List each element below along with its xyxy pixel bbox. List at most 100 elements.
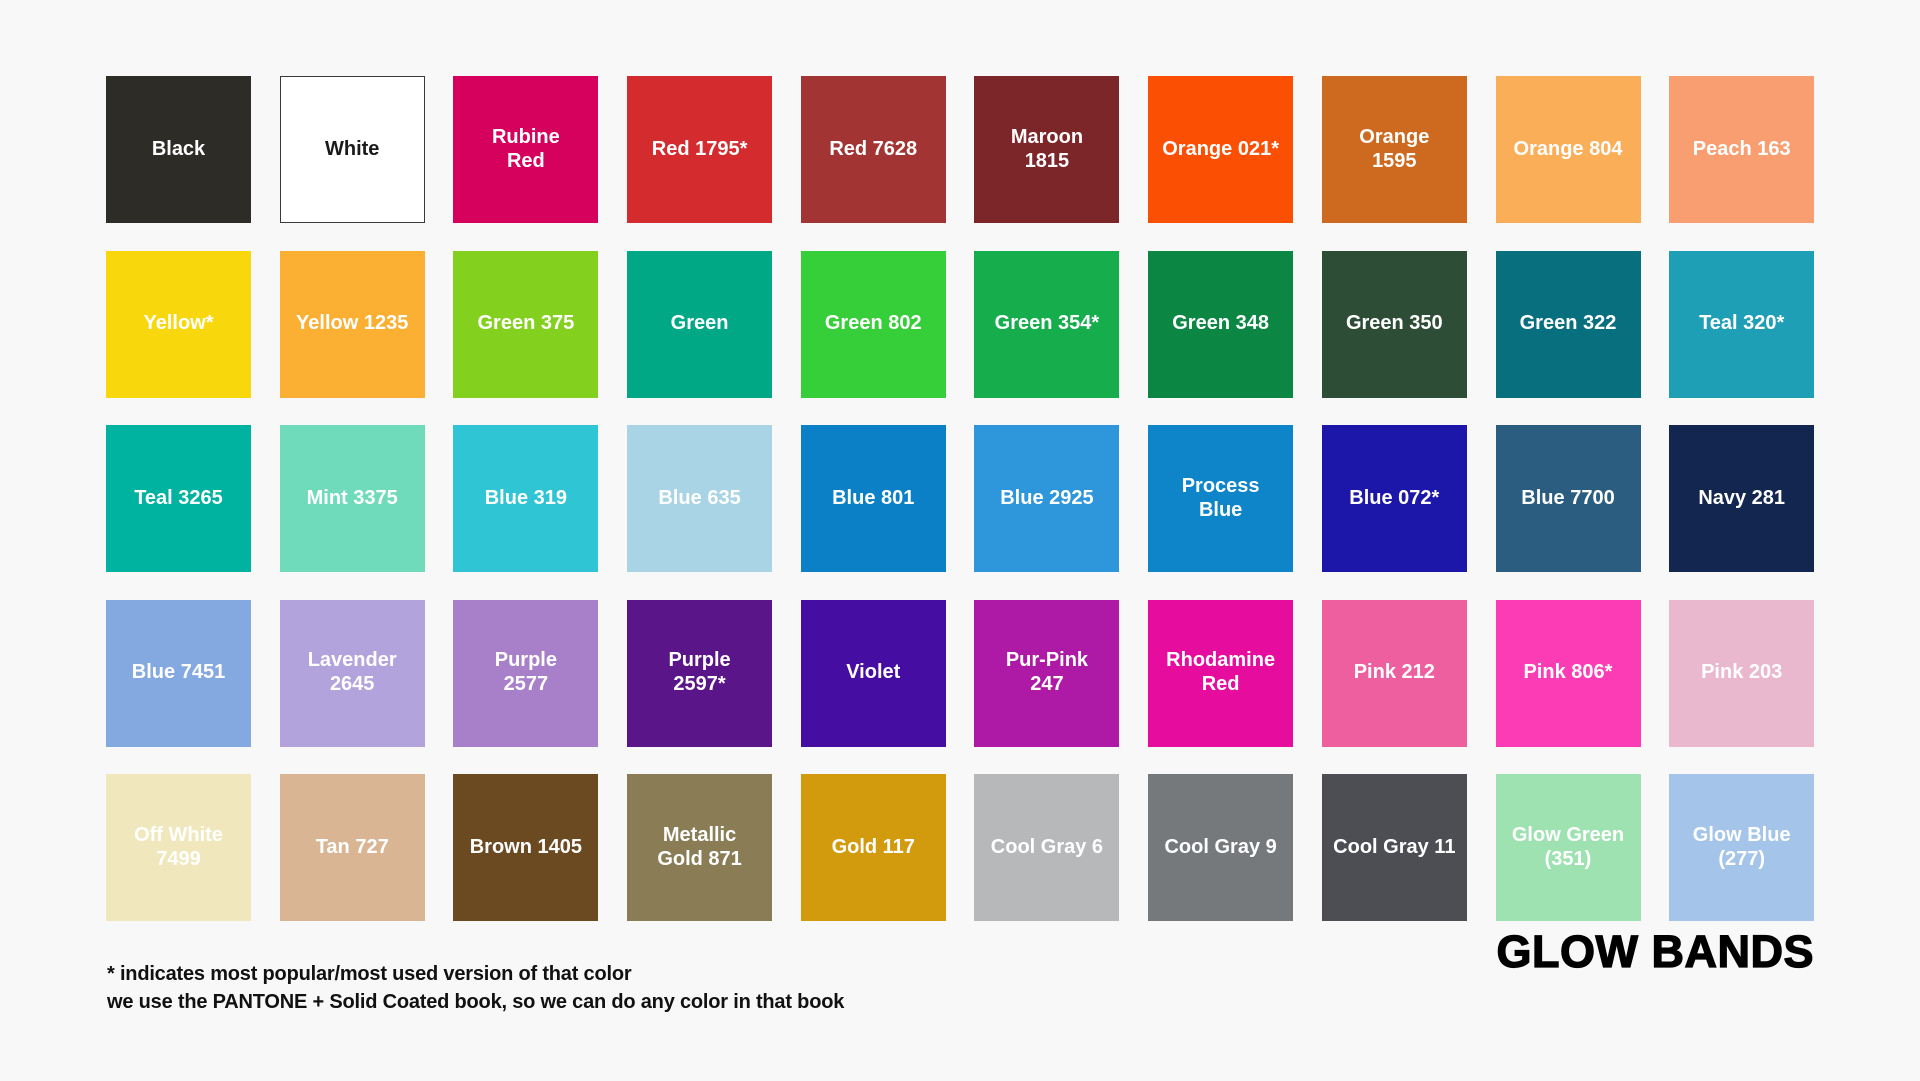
swatch-label: Pink 806* [1523, 661, 1613, 684]
swatch-label: Maroon 1815 [1010, 125, 1084, 172]
swatch-label: Rhodamine Red [1166, 649, 1276, 695]
swatch-label: Blue 801 [832, 486, 915, 509]
swatch-process-blue: Process Blue [1148, 425, 1294, 572]
swatch-purple-2577: Purple 2577 [453, 599, 599, 747]
swatch-blue-7700: Blue 7700 [1495, 425, 1641, 572]
swatch-label: Cool Gray 9 [1164, 835, 1277, 858]
swatch-green-322: Green 322 [1495, 250, 1641, 398]
swatch-teal-320: Teal 320* [1669, 250, 1815, 398]
swatch-brown-1405: Brown 1405 [453, 774, 599, 921]
swatch-blue-072: Blue 072* [1321, 425, 1467, 572]
swatch-green: Green [627, 250, 773, 398]
swatch-green-802: Green 802 [800, 250, 946, 398]
swatch-tan-727: Tan 727 [279, 774, 425, 921]
swatch-cool-gray-6: Cool Gray 6 [974, 774, 1120, 921]
swatch-glow-blue-277: Glow Blue (277) [1669, 774, 1815, 921]
swatch-blue-635: Blue 635 [627, 425, 773, 572]
swatch-label: Cool Gray 6 [990, 835, 1104, 858]
swatch-green-348: Green 348 [1148, 250, 1294, 398]
swatch-label: Red 7628 [829, 137, 918, 160]
swatch-gold-117: Gold 117 [800, 774, 946, 921]
swatch-orange-804: Orange 804 [1495, 76, 1641, 223]
swatch-label: Orange 804 [1513, 137, 1623, 160]
swatch-orange-1595: Orange 1595 [1321, 76, 1467, 223]
swatch-lavender-2645: Lavender 2645 [279, 599, 425, 747]
swatch-yellow: Yellow* [106, 250, 251, 398]
swatch-label: Rubine Red [491, 125, 560, 172]
swatch-label: Orange 021* [1162, 137, 1279, 160]
swatch-blue-319: Blue 319 [453, 425, 599, 572]
swatch-metallic-gold-871: Metallic Gold 871 [627, 774, 773, 921]
swatch-label: Glow Green (351) [1511, 823, 1625, 870]
swatch-glow-green-351: Glow Green (351) [1495, 774, 1641, 921]
swatch-label: Green 802 [824, 312, 922, 335]
swatch-green-354: Green 354* [974, 250, 1120, 398]
swatch-purple-2597: Purple 2597* [627, 599, 773, 747]
footnote-line-1: * indicates most popular/most used versi… [107, 963, 632, 985]
swatch-label: Violet [846, 661, 901, 684]
swatch-pink-203: Pink 203 [1669, 599, 1815, 747]
swatch-blue-2925: Blue 2925 [974, 425, 1120, 572]
swatch-label: Brown 1405 [469, 835, 582, 858]
swatch-peach-163: Peach 163 [1669, 76, 1815, 223]
swatch-label: Green 375 [477, 312, 575, 335]
swatch-label: Orange 1595 [1359, 125, 1430, 172]
swatch-rubine-red: Rubine Red [453, 76, 599, 223]
swatch-label: Gold 117 [831, 835, 915, 858]
swatch-off-white-7499: Off White 7499 [106, 774, 251, 921]
swatch-label: Green 350 [1345, 312, 1443, 335]
swatch-label: Green [670, 312, 729, 335]
swatch-label: Green 322 [1519, 312, 1617, 335]
swatch-mint-3375: Mint 3375 [279, 425, 425, 572]
swatch-label: Blue 635 [658, 486, 741, 509]
swatch-label: Blue 7700 [1521, 486, 1615, 509]
brand-wordmark: GLOW BANDS [1496, 925, 1814, 977]
swatch-navy-281: Navy 281 [1669, 425, 1815, 572]
swatch-label: Green 354* [994, 312, 1100, 335]
swatch-red-7628: Red 7628 [800, 76, 946, 223]
swatch-rhodamine-red: Rhodamine Red [1148, 599, 1294, 747]
swatch-maroon-1815: Maroon 1815 [974, 76, 1120, 223]
swatch-label: Navy 281 [1698, 486, 1786, 509]
color-grid: Black White Rubine Red Red 1795* Red 7628 Mar… [106, 76, 1815, 921]
swatch-label: Pur-Pink 247 [1005, 649, 1089, 695]
swatch-cool-gray-11: Cool Gray 11 [1321, 774, 1467, 921]
swatch-label: Glow Blue (277) [1692, 823, 1791, 870]
footnote-line-2: we use the PANTONE + Solid Coated book, … [107, 991, 845, 1013]
swatch-label: Teal 3265 [134, 486, 223, 509]
swatch-label: Teal 320* [1699, 312, 1785, 335]
swatch-yellow-1235: Yellow 1235 [279, 250, 425, 398]
swatch-label: Pink 203 [1701, 661, 1783, 684]
swatch-label: Metallic Gold 871 [657, 823, 742, 870]
swatch-label: Blue 7451 [131, 661, 226, 684]
swatch-label: Purple 2577 [494, 649, 557, 695]
swatch-label: Pink 212 [1353, 661, 1435, 684]
swatch-green-350: Green 350 [1321, 250, 1467, 398]
swatch-label: Lavender 2645 [307, 649, 397, 695]
swatch-pur-pink-247: Pur-Pink 247 [974, 599, 1120, 747]
swatch-label: Peach 163 [1692, 137, 1791, 160]
swatch-green-375: Green 375 [453, 250, 599, 398]
swatch-black: Black [106, 76, 251, 223]
swatch-blue-7451: Blue 7451 [106, 599, 251, 747]
swatch-label: Yellow* [143, 312, 214, 335]
swatch-label: Yellow 1235 [296, 312, 409, 335]
swatch-label: Purple 2597* [668, 649, 731, 695]
swatch-label: Cool Gray 11 [1333, 835, 1456, 858]
swatch-label: Process Blue [1181, 474, 1260, 521]
swatch-white: White [279, 76, 425, 223]
swatch-label: Blue 2925 [1000, 486, 1094, 509]
swatch-teal-3265: Teal 3265 [106, 425, 251, 572]
swatch-cool-gray-9: Cool Gray 9 [1148, 774, 1294, 921]
swatch-label: White [324, 137, 380, 160]
swatch-blue-801: Blue 801 [800, 425, 946, 572]
swatch-label: Blue 319 [484, 486, 567, 509]
swatch-red-1795: Red 1795* [627, 76, 773, 223]
swatch-label: Red 1795* [651, 137, 748, 160]
swatch-label: Black [151, 137, 206, 160]
swatch-label: Green 348 [1172, 312, 1269, 335]
swatch-pink-212: Pink 212 [1321, 599, 1467, 747]
swatch-label: Off White 7499 [134, 823, 223, 870]
footnote: * indicates most popular/most used versi… [107, 960, 844, 1016]
